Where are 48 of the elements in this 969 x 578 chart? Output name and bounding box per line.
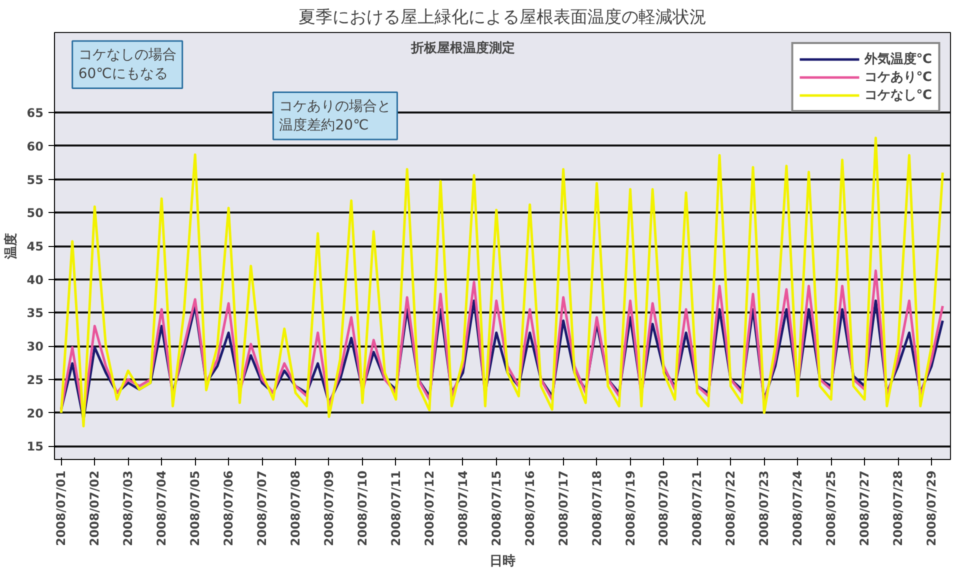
y-tick-label: 35 (26, 306, 44, 320)
annotation: コケなしの場合60℃にもなる (78, 47, 176, 82)
legend-label: コケあり℃ (864, 69, 932, 86)
x-tick-label: 2008/07/22 (724, 470, 738, 546)
x-tick-label: 2008/07/04 (154, 470, 169, 546)
text: 折板屋根温度測定 (410, 40, 515, 56)
x-tick-label: 2008/07/15 (489, 470, 504, 546)
y-tick-label: 60 (26, 139, 44, 154)
y-tick-label: 30 (26, 340, 44, 354)
y-tick-label: 65 (26, 106, 44, 120)
x-tick-label: 2008/07/17 (556, 470, 570, 546)
x-tick-label: 2008/07/25 (824, 470, 838, 546)
y-tick-label: 45 (26, 240, 44, 254)
x-tick-label: 2008/07/10 (355, 470, 370, 546)
x-tick-label: 2008/07/03 (121, 470, 136, 546)
y-tick-label: 15 (26, 440, 44, 454)
x-tick-label: 2008/07/20 (656, 470, 671, 546)
x-tick-label: 2008/07/11 (388, 470, 403, 546)
annotation: コケありの場合と温度差約20℃ (279, 98, 392, 134)
x-tick-label: 2008/07/19 (623, 470, 638, 546)
legend-label: コケなし℃ (864, 87, 932, 104)
x-tick-label: 2008/07/06 (222, 470, 236, 546)
x-axis-title: 日時 (490, 554, 516, 570)
x-tick-label: 2008/07/27 (858, 470, 872, 546)
x-tick-label: 2008/07/02 (88, 470, 102, 546)
line-series (60, 136, 944, 428)
chart-title: 夏季における屋上緑化による屋根表面温度の軽減状況 (298, 8, 706, 28)
y-tick-label: 25 (26, 372, 44, 387)
x-tick-label: 2008/07/09 (322, 470, 336, 546)
x-tick-label: 2008/07/12 (422, 470, 436, 546)
x-tick-label: 2008/07/21 (690, 470, 704, 546)
x-tick-label: 2008/07/01 (54, 470, 68, 546)
x-tick-label: 2008/07/24 (790, 470, 805, 546)
x-tick-label: 2008/07/18 (590, 470, 604, 546)
x-tick-label: 2008/07/16 (522, 470, 537, 546)
y-tick-label: 20 (26, 406, 44, 420)
x-tick-label: 2008/07/28 (891, 470, 906, 546)
x-tick-label: 2008/07/08 (288, 470, 303, 546)
y-tick-label: 50 (26, 206, 44, 220)
y-axis-title: 温度 (2, 233, 19, 260)
x-tick-label: 2008/07/14 (456, 470, 470, 546)
y-tick-label: 40 (26, 272, 44, 287)
x-tick-label: 2008/07/07 (255, 470, 270, 546)
legend-label: 外気温度℃ (864, 50, 932, 68)
x-tick-label: 2008/07/29 (924, 470, 939, 546)
y-tick-label: 55 (26, 172, 44, 187)
x-tick-label: 2008/07/23 (757, 470, 772, 546)
x-tick-label: 2008/07/05 (188, 470, 202, 546)
